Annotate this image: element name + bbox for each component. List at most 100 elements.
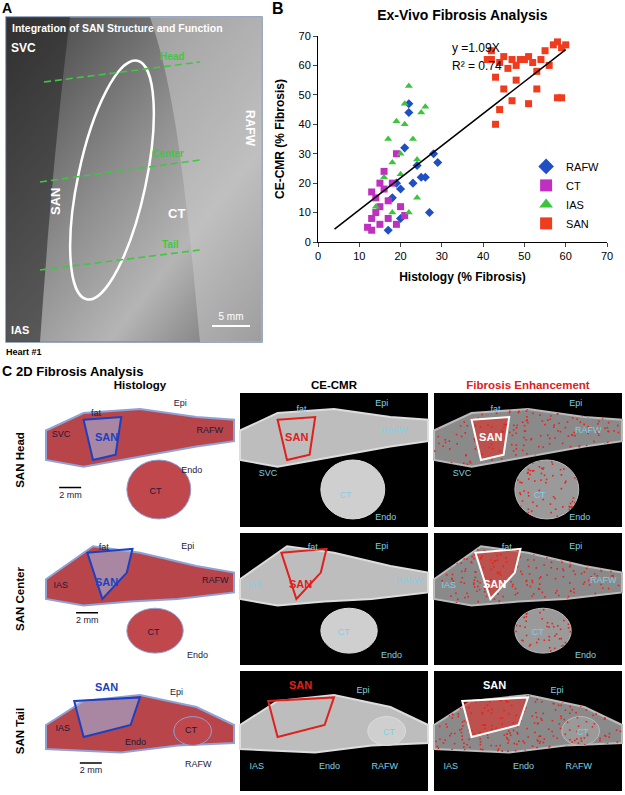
svg-text:Epi: Epi [181, 541, 194, 551]
svg-text:Endo: Endo [575, 650, 596, 660]
svg-text:10: 10 [299, 206, 311, 218]
svg-text:Fibrosis Enhancement: Fibrosis Enhancement [466, 379, 590, 391]
svg-text:Endo: Endo [187, 650, 208, 660]
svg-text:IAS: IAS [249, 761, 264, 771]
svg-text:SAN: SAN [95, 576, 118, 588]
svg-text:5 mm: 5 mm [219, 311, 244, 322]
svg-text:SVC: SVC [453, 468, 472, 478]
svg-text:10: 10 [353, 250, 365, 262]
svg-text:IAS: IAS [566, 199, 584, 211]
svg-text:Epi: Epi [375, 398, 388, 408]
svg-text:Endo: Endo [513, 761, 534, 771]
svg-text:SVC: SVC [259, 468, 278, 478]
svg-text:Histology: Histology [114, 379, 167, 391]
svg-text:SAN: SAN [95, 681, 118, 693]
svg-text:70: 70 [601, 250, 613, 262]
svg-text:fat: fat [490, 404, 501, 414]
svg-text:RAFW: RAFW [575, 425, 602, 435]
svg-text:RAFW: RAFW [590, 575, 617, 585]
svg-text:50: 50 [518, 250, 530, 262]
svg-text:Endo: Endo [381, 650, 402, 660]
svg-text:CT: CT [577, 727, 589, 737]
svg-text:20: 20 [299, 177, 311, 189]
svg-text:SAN: SAN [483, 679, 506, 691]
svg-text:CT: CT [340, 490, 352, 500]
svg-text:70: 70 [299, 30, 311, 42]
svg-text:20: 20 [394, 250, 406, 262]
svg-text:2D Fibrosis Analysis: 2D Fibrosis Analysis [16, 364, 143, 379]
svg-text:0: 0 [305, 236, 311, 248]
svg-text:SAN: SAN [289, 679, 312, 691]
svg-text:Epi: Epi [375, 541, 388, 551]
svg-text:CT: CT [566, 180, 581, 192]
svg-text:SAN: SAN [566, 218, 589, 230]
svg-text:SAN Center: SAN Center [14, 567, 26, 631]
svg-text:A: A [2, 0, 12, 16]
svg-text:RAFW: RAFW [381, 425, 408, 435]
svg-text:CT: CT [168, 206, 185, 221]
svg-text:2 mm: 2 mm [76, 615, 99, 625]
svg-text:CT: CT [338, 627, 350, 637]
svg-text:Head: Head [160, 51, 184, 62]
svg-text:60: 60 [560, 250, 572, 262]
svg-text:Epi: Epi [569, 541, 582, 551]
svg-text:Epi: Epi [174, 398, 187, 408]
svg-text:CT: CT [149, 486, 161, 496]
svg-text:RAFW: RAFW [566, 161, 599, 173]
svg-text:50: 50 [299, 89, 311, 101]
svg-text:R² = 0.74: R² = 0.74 [452, 59, 502, 73]
svg-text:40: 40 [477, 250, 489, 262]
svg-text:Epi: Epi [569, 398, 582, 408]
svg-text:30: 30 [299, 148, 311, 160]
svg-text:SAN: SAN [285, 431, 308, 443]
svg-text:RAFW: RAFW [243, 110, 257, 147]
svg-text:RAFW: RAFW [202, 575, 229, 585]
svg-text:fat: fat [99, 542, 110, 552]
svg-text:CT: CT [534, 490, 546, 500]
svg-text:Heart #1: Heart #1 [6, 347, 42, 357]
svg-text:Endo: Endo [125, 737, 146, 747]
svg-text:y =1.09X: y =1.09X [452, 41, 500, 55]
svg-text:fat: fat [91, 408, 102, 418]
svg-text:Endo: Endo [181, 465, 202, 475]
svg-text:SAN: SAN [289, 578, 312, 590]
svg-text:CT: CT [532, 627, 544, 637]
svg-text:IAS: IAS [442, 580, 457, 590]
svg-text:2 mm: 2 mm [59, 490, 82, 500]
svg-text:40: 40 [299, 118, 311, 130]
svg-text:RAFW: RAFW [396, 575, 423, 585]
svg-text:CT: CT [185, 725, 197, 735]
svg-text:Endo: Endo [319, 761, 340, 771]
svg-text:0: 0 [315, 250, 321, 262]
svg-text:Integration of SAN Structure a: Integration of SAN Structure and Functio… [12, 22, 223, 34]
svg-text:30: 30 [436, 250, 448, 262]
svg-text:Epi: Epi [551, 685, 564, 695]
svg-text:Endo: Endo [375, 512, 396, 522]
svg-text:RAFW: RAFW [566, 761, 593, 771]
svg-text:fat: fat [296, 404, 307, 414]
svg-text:C: C [2, 363, 12, 379]
svg-text:RAFW: RAFW [372, 761, 399, 771]
svg-text:RAFW: RAFW [185, 759, 212, 769]
svg-text:CE-CMR (% Fibrosis): CE-CMR (% Fibrosis) [273, 79, 287, 199]
svg-text:CE-CMR: CE-CMR [311, 379, 358, 391]
svg-text:Histology (% Fibrosis): Histology (% Fibrosis) [399, 270, 526, 284]
svg-text:SAN Head: SAN Head [14, 432, 26, 488]
svg-text:IAS: IAS [11, 324, 29, 336]
svg-text:SAN Tail: SAN Tail [14, 708, 26, 754]
svg-text:RAFW: RAFW [196, 425, 223, 435]
svg-text:IAS: IAS [55, 723, 70, 733]
svg-text:CT: CT [148, 627, 160, 637]
svg-text:Epi: Epi [357, 685, 370, 695]
svg-text:SVC: SVC [11, 41, 36, 55]
svg-text:IAS: IAS [443, 761, 458, 771]
svg-text:SAN: SAN [483, 578, 506, 590]
svg-text:IAS: IAS [54, 580, 69, 590]
svg-text:Center: Center [152, 148, 184, 159]
svg-text:Ex-Vivo Fibrosis Analysis: Ex-Vivo Fibrosis Analysis [377, 7, 548, 23]
svg-text:Tail: Tail [162, 239, 179, 250]
svg-text:SAN: SAN [48, 188, 63, 215]
svg-text:60: 60 [299, 59, 311, 71]
svg-text:fat: fat [502, 542, 513, 552]
svg-text:SAN: SAN [479, 431, 502, 443]
